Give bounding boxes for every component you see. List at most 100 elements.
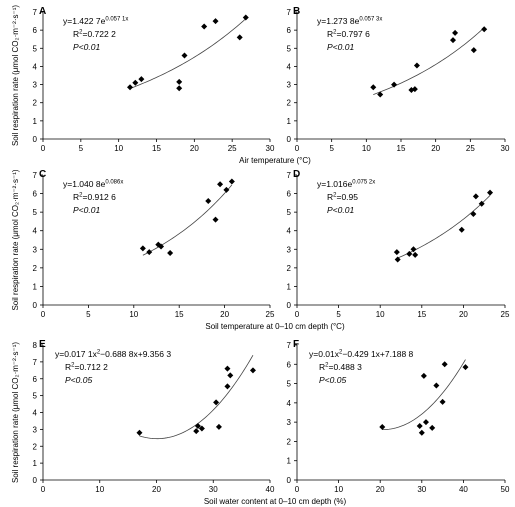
y-tick-label: 4 xyxy=(287,399,292,408)
text-segment: R xyxy=(65,362,71,372)
equation: y=0.01x2−0.429 1x+7.188 8 xyxy=(309,349,414,359)
data-point xyxy=(379,423,386,430)
y-tick-label: 7 xyxy=(33,171,38,180)
y-tick-label: 5 xyxy=(33,392,38,401)
data-point xyxy=(181,52,188,59)
data-point xyxy=(228,178,235,185)
r-squared: R2=0.912 6 xyxy=(73,192,116,202)
equation: y=1.422 7e0.057 1x xyxy=(63,16,128,26)
p-value: P<0.01 xyxy=(327,205,354,215)
x-axis-label: Soil water content at 0–10 cm depth (%) xyxy=(204,497,347,506)
trend-curve xyxy=(129,18,247,89)
y-tick-label: 6 xyxy=(287,360,292,369)
data-point xyxy=(462,364,469,371)
x-tick-label: 30 xyxy=(209,485,218,494)
y-tick-label: 3 xyxy=(287,81,292,90)
x-axis-label: Soil temperature at 0–10 cm depth (°C) xyxy=(205,322,345,331)
data-point xyxy=(433,382,440,389)
y-tick-label: 2 xyxy=(33,264,38,273)
text-segment: =0.488 3 xyxy=(328,362,362,372)
equation: y=1.040 8e0.086x xyxy=(63,179,123,189)
data-point xyxy=(224,383,231,390)
data-point xyxy=(127,84,134,91)
x-tick-label: 30 xyxy=(266,144,275,153)
p-value: P<0.01 xyxy=(73,42,100,52)
r-squared: R2=0.95 xyxy=(327,192,358,202)
superscript: 2 xyxy=(97,350,101,356)
y-tick-label: 0 xyxy=(33,476,38,485)
data-point xyxy=(136,429,143,436)
data-point xyxy=(193,428,200,435)
data-point xyxy=(176,78,183,85)
panel-label: B xyxy=(293,6,300,17)
x-tick-label: 15 xyxy=(175,310,184,319)
data-point xyxy=(132,79,139,86)
data-point xyxy=(411,86,418,93)
data-point xyxy=(370,84,377,91)
y-tick-label: 1 xyxy=(33,459,38,468)
superscript: 2 xyxy=(333,193,337,199)
y-tick-label: 6 xyxy=(33,375,38,384)
r-squared: R2=0.712 2 xyxy=(65,362,108,372)
data-point xyxy=(410,246,417,253)
y-tick-label: 5 xyxy=(33,44,38,53)
data-point xyxy=(377,91,384,98)
trend-curve xyxy=(382,359,466,431)
data-point xyxy=(441,361,448,368)
data-point xyxy=(450,37,456,44)
data-point xyxy=(406,250,413,257)
text-segment: −0.429 1x+7.188 8 xyxy=(342,349,413,359)
x-tick-label: 40 xyxy=(459,485,468,494)
data-point xyxy=(391,81,398,88)
y-tick-label: 4 xyxy=(33,62,38,71)
x-tick-label: 0 xyxy=(41,485,46,494)
y-tick-label: 5 xyxy=(33,208,38,217)
data-point xyxy=(481,26,488,33)
x-tick-label: 0 xyxy=(295,144,300,153)
x-tick-label: 30 xyxy=(501,144,510,153)
y-tick-label: 7 xyxy=(33,8,38,17)
y-tick-label: 5 xyxy=(287,44,292,53)
text-segment: −0.688 8x+9.356 3 xyxy=(100,349,171,359)
superscript: 2 xyxy=(325,363,329,369)
data-point xyxy=(394,256,401,263)
data-point xyxy=(217,181,224,188)
data-point xyxy=(139,245,146,252)
x-tick-label: 25 xyxy=(266,310,275,319)
data-point xyxy=(422,419,429,426)
text-segment: y=1.273 8e xyxy=(317,16,360,26)
x-tick-label: 10 xyxy=(334,485,343,494)
panel-label: F xyxy=(293,339,299,350)
panel-label: D xyxy=(293,169,300,180)
data-point xyxy=(458,226,465,233)
y-tick-label: 2 xyxy=(287,437,292,446)
y-tick-label: 3 xyxy=(287,418,292,427)
x-tick-label: 20 xyxy=(431,144,440,153)
superscript: 0.057 3x xyxy=(359,17,382,23)
data-point xyxy=(413,62,420,69)
y-tick-label: 0 xyxy=(287,476,292,485)
x-tick-label: 5 xyxy=(336,310,341,319)
x-tick-label: 30 xyxy=(417,485,426,494)
data-point xyxy=(420,372,427,379)
data-point xyxy=(223,186,230,193)
y-tick-label: 2 xyxy=(33,442,38,451)
r-squared: R2=0.488 3 xyxy=(319,362,362,372)
data-point xyxy=(201,23,208,30)
y-axis-label: Soil respiration rate (μmol CO₂·m⁻²·s⁻¹) xyxy=(11,5,20,146)
x-tick-label: 50 xyxy=(501,485,510,494)
text-segment: R xyxy=(73,192,79,202)
text-segment: y=1.016e xyxy=(317,179,352,189)
x-tick-label: 15 xyxy=(152,144,161,153)
x-tick-label: 0 xyxy=(295,485,300,494)
p-value: P<0.05 xyxy=(319,375,346,385)
data-point xyxy=(249,367,256,374)
trend-curve xyxy=(396,195,491,259)
data-point xyxy=(215,423,222,430)
x-tick-label: 5 xyxy=(86,310,91,319)
text-segment: R xyxy=(327,29,333,39)
data-point xyxy=(167,250,174,256)
x-tick-label: 25 xyxy=(466,144,475,153)
x-tick-label: 20 xyxy=(152,485,161,494)
